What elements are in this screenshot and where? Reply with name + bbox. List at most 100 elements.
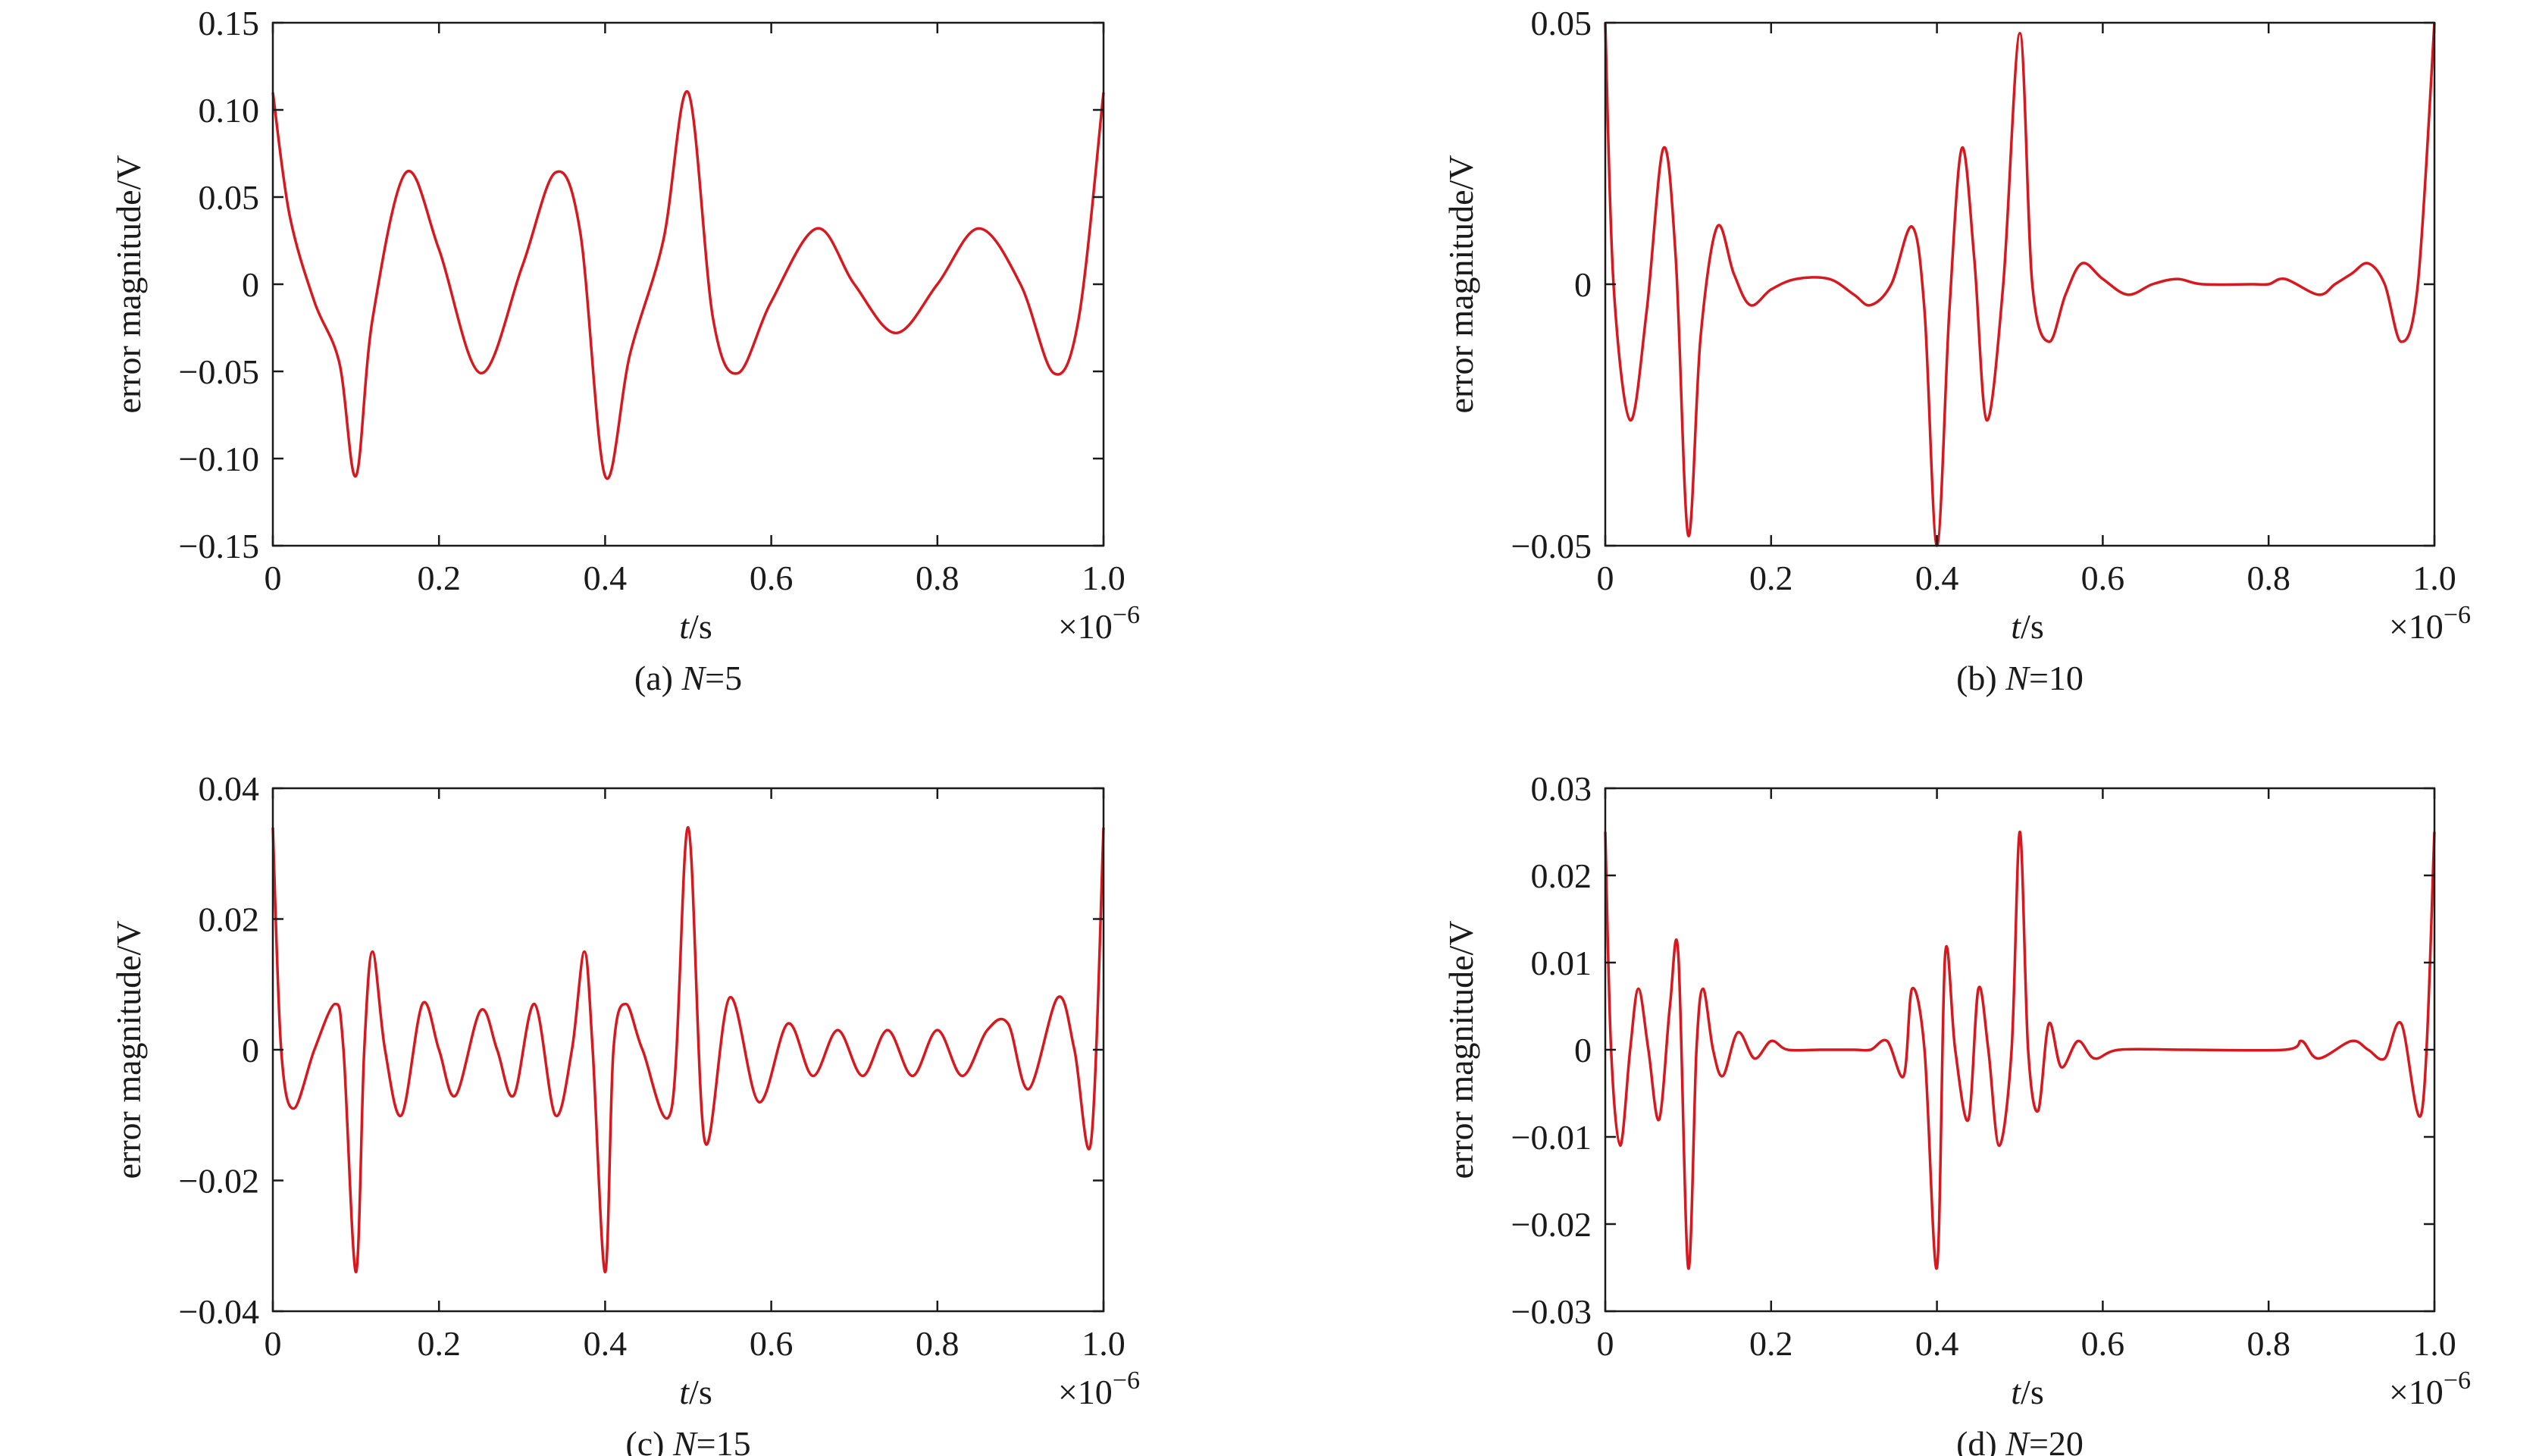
y-tick-label: 0.05 [199,178,260,217]
x-axis-title: t/s [2011,607,2043,646]
y-tick-label: 0 [242,1031,259,1069]
y-tick-label: 0.05 [1531,4,1592,42]
caption-suffix: =20 [2029,1424,2084,1456]
panel-a: 0 0.2 0.4 0.6 0.8 1.0 −0.15 −0.10 −0.05 0 0.05 0.10… [109,4,1140,697]
y-axis-title: error magnitude/V [1442,155,1480,413]
x-axis-title: t/s [679,607,712,646]
y-tick-label: −0.05 [1511,527,1592,565]
caption-prefix: (a) [634,659,682,697]
x-axis-title: t/s [2011,1373,2043,1411]
x-axis-unit: /s [2021,1373,2044,1411]
x-tick-label: 0.2 [417,559,461,597]
y-tick-label: −0.02 [179,1162,259,1201]
y-tick-label: 0.15 [199,4,260,42]
caption-suffix: =15 [697,1424,751,1456]
x-tick-label: 1.0 [2412,1324,2456,1363]
panel-caption: (c) N=15 [625,1424,750,1456]
error-series-line [271,89,1105,481]
x-tick-label: 0.2 [1749,559,1793,597]
x-tick-label: 0.4 [584,559,628,597]
caption-var: N [672,1424,698,1456]
x-tick-label: 0.4 [1915,559,1959,597]
x-tick-label: 1.0 [2412,559,2456,597]
x-tick-label: 0.2 [1749,1324,1793,1363]
panel-caption: (d) N=20 [1956,1424,2084,1456]
x-multiplier-exponent: −6 [2444,1367,2471,1395]
caption-var: N [681,659,706,697]
y-tick-label: 0.02 [1531,856,1592,895]
y-tick-label: 0.10 [199,91,260,130]
x-axis-var: t [2011,607,2021,646]
y-tick-label: −0.15 [179,527,259,565]
caption-var: N [2005,1424,2030,1456]
x-multiplier-exponent: −6 [2444,601,2471,629]
x-tick-label: 1.0 [1082,559,1126,597]
caption-prefix: (b) [1956,659,2005,697]
panel-d: 0 0.2 0.4 0.6 0.8 1.0 −0.03 −0.02 −0.01 0 0.01 0.02… [1442,769,2471,1456]
x-axis-title: t/s [679,1373,712,1411]
caption-suffix: =10 [2029,659,2084,697]
plot-frame [1604,21,2436,547]
x-axis-unit: /s [2021,607,2044,646]
x-multiplier: ×10−6 [2389,601,2471,646]
y-axis-title: error magnitude/V [109,155,148,413]
y-axis-title: error magnitude/V [109,920,148,1179]
y-tick-label: −0.01 [1511,1118,1592,1157]
x-axis-var: t [679,1373,690,1411]
x-multiplier-exponent: −6 [1113,1367,1140,1395]
x-multiplier-exponent: −6 [1113,601,1140,629]
x-multiplier-base: ×10 [2389,1373,2444,1411]
y-axis-title: error magnitude/V [1442,920,1480,1179]
x-tick-label: 0 [1597,1324,1614,1363]
error-series-line [271,826,1105,1274]
panel-caption: (a) N=5 [634,659,742,697]
error-series-line [1604,830,2436,1270]
x-tick-label: 0.8 [2246,559,2290,597]
x-multiplier: ×10−6 [1058,601,1140,646]
y-tick-label: −0.02 [1511,1205,1592,1244]
x-axis-var: t [679,607,690,646]
x-tick-label: 0.6 [2081,1324,2125,1363]
x-tick-label: 0.8 [916,1324,960,1363]
x-multiplier: ×10−6 [2389,1367,2471,1411]
x-multiplier-base: ×10 [1058,607,1113,646]
y-tick-label: 0.04 [199,769,260,808]
x-axis-unit: /s [689,607,712,646]
y-tick-label: 0 [1574,265,1592,304]
y-tick-label: 0.01 [1531,944,1592,982]
x-tick-label: 0.2 [417,1324,461,1363]
caption-prefix: (c) [625,1424,673,1456]
panel-caption: (b) N=10 [1956,659,2084,697]
caption-prefix: (d) [1956,1424,2005,1456]
x-multiplier-base: ×10 [1058,1373,1113,1411]
x-tick-label: 0.4 [1915,1324,1959,1363]
caption-suffix: =5 [705,659,742,697]
x-tick-label: 0 [1597,559,1614,597]
y-tick-label: 0 [1574,1031,1592,1069]
x-tick-label: 0.6 [750,1324,794,1363]
x-tick-label: 0.4 [584,1324,628,1363]
x-tick-label: 0.6 [2081,559,2125,597]
caption-var: N [2005,659,2030,697]
x-tick-label: 0.6 [750,559,794,597]
x-multiplier: ×10−6 [1058,1367,1140,1411]
x-tick-label: 0.8 [2246,1324,2290,1363]
x-axis-unit: /s [689,1373,712,1411]
x-multiplier-base: ×10 [2389,607,2444,646]
x-tick-label: 0 [265,559,282,597]
x-tick-label: 0.8 [916,559,960,597]
y-tick-label: −0.03 [1511,1292,1592,1331]
error-series-line [1604,22,2436,547]
x-tick-label: 1.0 [1082,1324,1126,1363]
y-tick-label: −0.04 [179,1292,259,1331]
y-tick-label: 0.03 [1531,769,1592,808]
y-tick-label: 0 [242,265,259,304]
x-axis-var: t [2011,1373,2021,1411]
y-tick-label: 0.02 [199,900,260,939]
panel-c: 0 0.2 0.4 0.6 0.8 1.0 −0.04 −0.02 0 0.02 0.04 error… [109,769,1140,1456]
y-tick-label: −0.10 [179,440,259,478]
x-tick-label: 0 [265,1324,282,1363]
plot-frame [271,21,1105,547]
